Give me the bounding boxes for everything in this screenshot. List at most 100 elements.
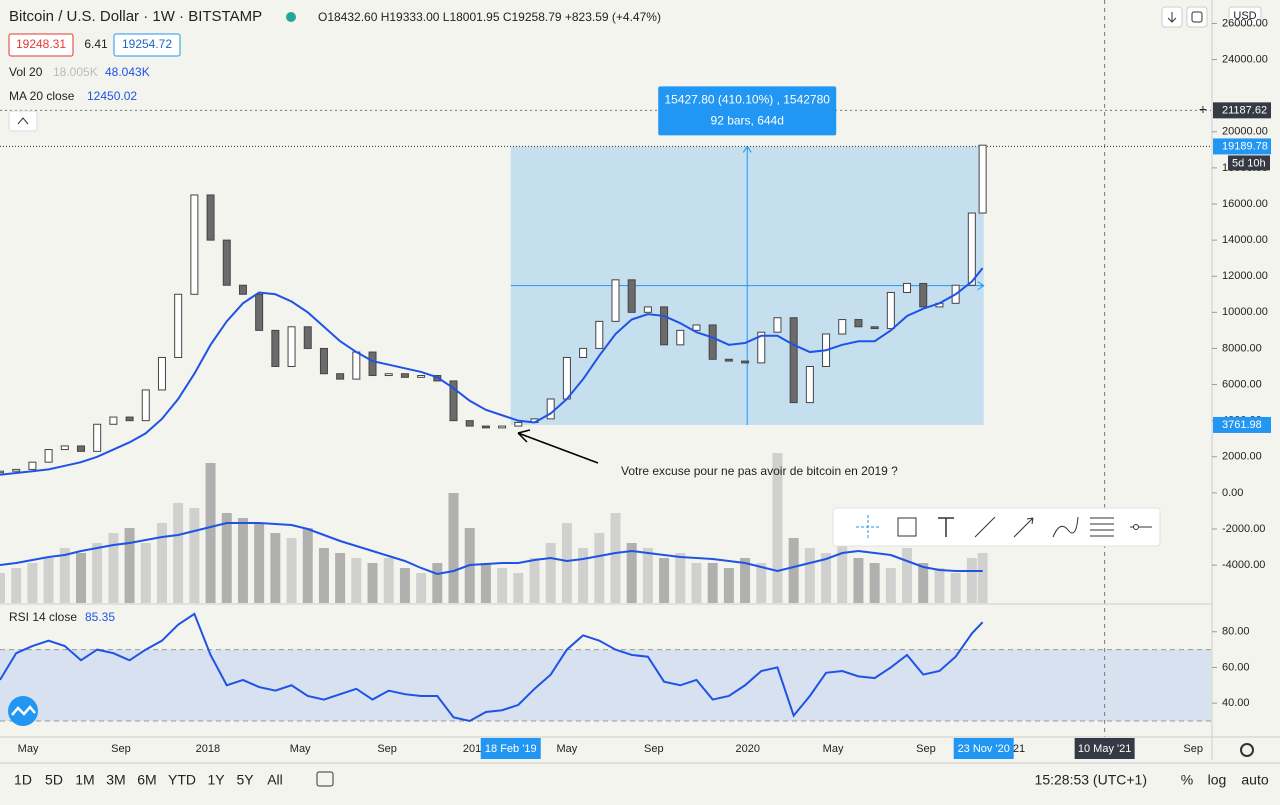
rsi-label: RSI 14 close xyxy=(9,610,77,624)
collapse-icon xyxy=(17,117,29,125)
candle xyxy=(255,293,264,331)
candle xyxy=(692,324,701,331)
volume-bar xyxy=(561,523,572,603)
brush-tool[interactable] xyxy=(1052,516,1079,538)
volume-bar xyxy=(642,548,653,603)
text-tool[interactable] xyxy=(938,517,954,537)
candle xyxy=(870,326,879,330)
range-button[interactable]: 6M xyxy=(137,772,156,788)
range-button[interactable]: 1Y xyxy=(207,772,225,788)
countdown: 5d 10h xyxy=(1232,157,1266,169)
currency-box[interactable] xyxy=(1228,6,1262,26)
axis-option[interactable]: log xyxy=(1208,772,1227,788)
candle xyxy=(222,239,231,286)
time-label: 10 May '21 xyxy=(1078,743,1131,755)
rsi-line xyxy=(0,612,984,723)
y-tick-label: -2000.00 xyxy=(1222,523,1265,535)
candle xyxy=(12,468,21,472)
volume-bar xyxy=(788,538,799,603)
x-tick-label: Sep xyxy=(377,743,397,755)
y-tick-label: 8000.00 xyxy=(1222,342,1262,354)
volume-bar xyxy=(610,513,621,603)
volume-bar xyxy=(837,543,848,603)
range-button[interactable]: 3M xyxy=(106,772,125,788)
arrow-tool[interactable] xyxy=(1013,517,1034,538)
measure-line1: 15427.80 (410.10%) , 1542780 xyxy=(664,93,830,107)
fib-tool[interactable] xyxy=(1090,517,1114,537)
candle xyxy=(141,389,150,422)
volume-bar xyxy=(0,573,5,603)
volume-bar xyxy=(335,553,346,603)
range-button[interactable]: All xyxy=(267,772,283,788)
overlay: Bitcoin / U.S. Dollar · 1W · BITSTAMP O1… xyxy=(0,0,1280,788)
ma-value: 12450.02 xyxy=(87,89,137,103)
ma-line xyxy=(0,267,984,476)
rsi-band xyxy=(0,649,1211,721)
volume-bar xyxy=(723,568,734,603)
x-tick-label: Sep xyxy=(644,743,664,755)
line-tool[interactable] xyxy=(974,516,996,538)
volume-bar xyxy=(270,533,281,603)
candle xyxy=(514,421,523,427)
candle xyxy=(449,380,458,422)
candle xyxy=(676,329,685,346)
volume-bar xyxy=(740,558,751,603)
measure-from-price: 3761.98 xyxy=(1222,419,1262,431)
range-button[interactable]: 5Y xyxy=(236,772,254,788)
y-tick-label: 20000.00 xyxy=(1222,126,1268,138)
y-tick-label: 12000.00 xyxy=(1222,270,1268,282)
axis-option[interactable]: auto xyxy=(1241,772,1268,788)
bid-box[interactable] xyxy=(8,33,74,57)
volume-bar xyxy=(853,558,864,603)
volume-bar xyxy=(237,518,248,603)
candle xyxy=(978,144,987,214)
volume-bar xyxy=(173,503,184,603)
bid: 19248.31 xyxy=(16,37,66,51)
ask-box[interactable] xyxy=(113,33,181,57)
volume-bar xyxy=(399,568,410,603)
rsi-tick-label: 40.00 xyxy=(1222,697,1250,709)
rsi-tick-label: 80.00 xyxy=(1222,626,1250,638)
range-button[interactable]: 1D xyxy=(14,772,32,788)
candle xyxy=(76,445,85,452)
settings-button[interactable] xyxy=(1240,743,1254,757)
collapse-button[interactable] xyxy=(8,110,38,132)
volume-bar xyxy=(318,548,329,603)
candle xyxy=(157,356,166,391)
plot xyxy=(0,0,1211,737)
crosshair-tool[interactable] xyxy=(856,515,880,539)
rect-tool[interactable] xyxy=(897,517,917,537)
time-label-box xyxy=(953,738,1014,759)
range-button[interactable]: YTD xyxy=(168,772,196,788)
x-tick-label: May xyxy=(290,743,311,755)
volume-bar xyxy=(367,563,378,603)
volume-bar xyxy=(140,543,151,603)
volume-bar xyxy=(513,573,524,603)
volume-bar xyxy=(966,558,977,603)
date-range-button[interactable] xyxy=(316,771,334,787)
candle xyxy=(336,373,345,380)
axis-option[interactable]: % xyxy=(1181,772,1193,788)
candle xyxy=(417,375,426,378)
logo[interactable] xyxy=(8,696,38,726)
candle xyxy=(854,319,863,328)
status-dot xyxy=(286,12,296,22)
candle xyxy=(919,282,928,308)
currency: USD xyxy=(1233,10,1256,22)
volume-bar xyxy=(43,558,54,603)
fullscreen-button[interactable] xyxy=(1186,6,1208,28)
candle xyxy=(741,360,750,364)
candle xyxy=(611,279,620,322)
candle xyxy=(546,398,555,420)
symbol-title: Bitcoin / U.S. Dollar · 1W · BITSTAMP xyxy=(9,8,262,25)
range-button[interactable]: 5D xyxy=(45,772,63,788)
candle xyxy=(757,331,766,364)
rsi-tick-label: 60.00 xyxy=(1222,661,1250,673)
volume-bar xyxy=(545,543,556,603)
clock: 15:28:53 (UTC+1) xyxy=(1035,772,1147,788)
x-tick-label: 2020 xyxy=(736,743,760,755)
drawing-toolbar xyxy=(832,507,1161,547)
range-button[interactable]: 1M xyxy=(75,772,94,788)
candle xyxy=(190,194,199,295)
